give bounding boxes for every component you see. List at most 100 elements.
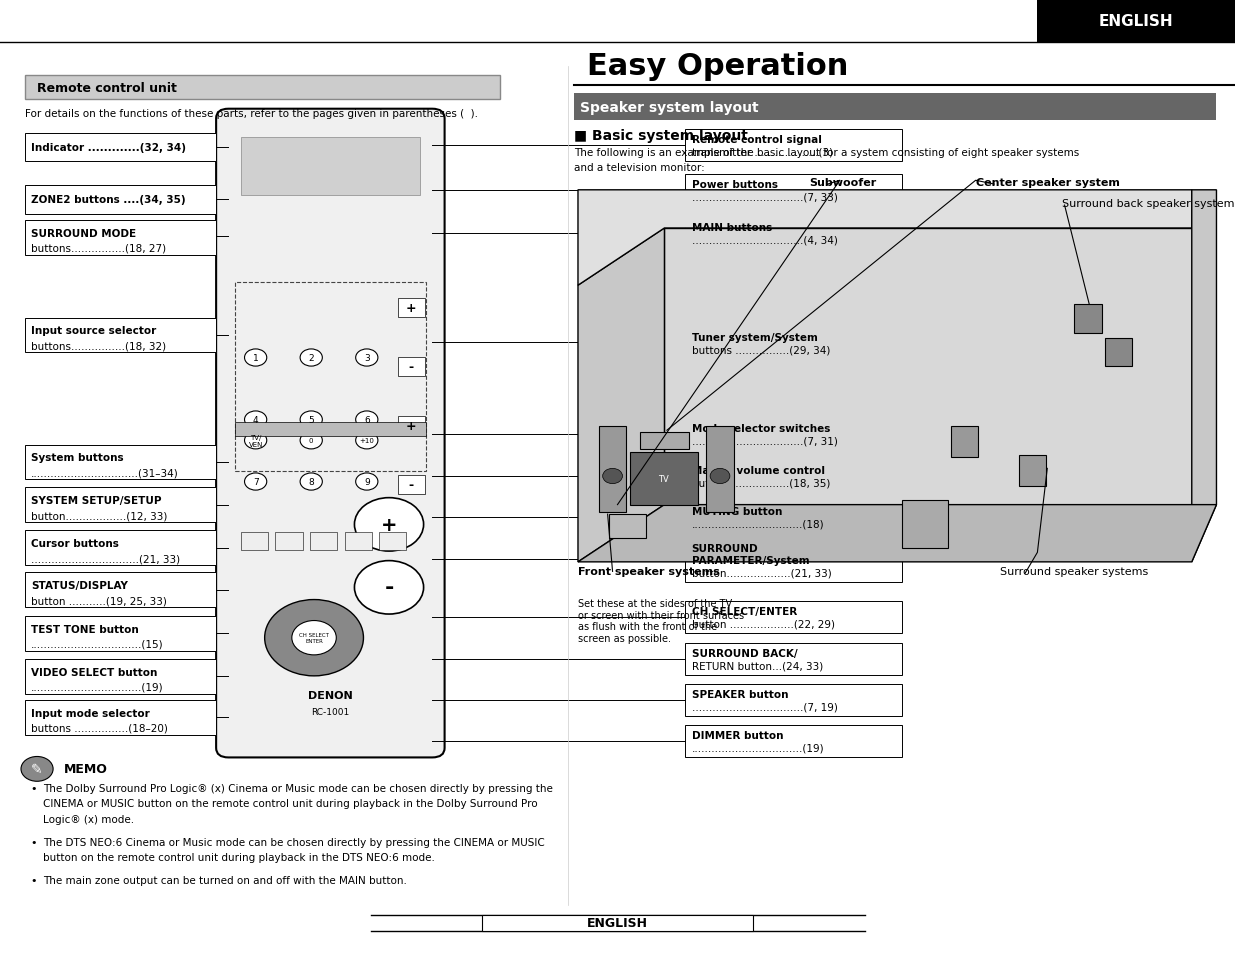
Bar xyxy=(25,76,500,100)
Circle shape xyxy=(356,412,378,429)
Text: -: - xyxy=(384,578,394,598)
Text: SURROUND: SURROUND xyxy=(692,543,758,553)
Text: Surround back speaker systems: Surround back speaker systems xyxy=(1062,199,1235,209)
Text: .................................(4, 34): .................................(4, 34) xyxy=(692,235,837,245)
Text: ENGLISH: ENGLISH xyxy=(1099,14,1173,30)
Text: CINEMA or MUSIC button on the remote control unit during playback in the Dolby S: CINEMA or MUSIC button on the remote con… xyxy=(43,799,538,808)
Circle shape xyxy=(710,469,730,484)
Text: button...................(21, 33): button...................(21, 33) xyxy=(692,568,831,578)
Text: +: + xyxy=(406,419,416,433)
Circle shape xyxy=(300,350,322,367)
Text: 6: 6 xyxy=(364,416,369,425)
FancyBboxPatch shape xyxy=(685,130,902,162)
Circle shape xyxy=(21,757,53,781)
Text: 9: 9 xyxy=(364,477,369,487)
Text: button ...................(22, 29): button ...................(22, 29) xyxy=(692,619,835,629)
Text: SURROUND BACK/: SURROUND BACK/ xyxy=(692,649,798,659)
Text: SPEAKER button: SPEAKER button xyxy=(692,690,788,700)
Text: buttons ................(18, 35): buttons ................(18, 35) xyxy=(692,478,830,488)
FancyBboxPatch shape xyxy=(25,133,216,162)
Text: Subwoofer: Subwoofer xyxy=(809,178,876,188)
Bar xyxy=(574,94,1216,121)
Bar xyxy=(1074,305,1102,334)
Text: 5: 5 xyxy=(309,416,314,425)
Bar xyxy=(398,357,425,376)
FancyBboxPatch shape xyxy=(25,531,216,565)
Polygon shape xyxy=(578,229,664,562)
Bar xyxy=(310,533,337,550)
Text: button on the remote control unit during playback in the DTS NEO:6 mode.: button on the remote control unit during… xyxy=(43,852,435,862)
Circle shape xyxy=(300,433,322,450)
Circle shape xyxy=(245,412,267,429)
FancyBboxPatch shape xyxy=(216,110,445,758)
Text: STATUS/DISPLAY: STATUS/DISPLAY xyxy=(31,580,127,590)
FancyBboxPatch shape xyxy=(685,537,902,582)
Bar xyxy=(599,427,626,513)
Text: Logic® (x) mode.: Logic® (x) mode. xyxy=(43,814,135,823)
Bar xyxy=(275,533,303,550)
Text: SYSTEM SETUP/SETUP: SYSTEM SETUP/SETUP xyxy=(31,496,162,505)
Text: PARAMETER/System: PARAMETER/System xyxy=(692,556,809,565)
FancyBboxPatch shape xyxy=(25,221,216,255)
Bar xyxy=(235,422,426,436)
FancyBboxPatch shape xyxy=(685,460,902,493)
Text: .................................(7, 33): .................................(7, 33) xyxy=(692,193,837,202)
FancyBboxPatch shape xyxy=(685,174,902,207)
Text: button..................(12, 33): button..................(12, 33) xyxy=(31,511,167,520)
FancyBboxPatch shape xyxy=(25,659,216,694)
Text: buttons................(18, 32): buttons................(18, 32) xyxy=(31,341,165,351)
Polygon shape xyxy=(1192,191,1216,562)
Bar xyxy=(241,533,268,550)
Text: buttons ................(29, 34): buttons ................(29, 34) xyxy=(692,345,830,355)
Text: .................................(18): .................................(18) xyxy=(692,519,824,529)
Text: TV: TV xyxy=(658,475,669,484)
Circle shape xyxy=(264,600,363,677)
Bar xyxy=(379,533,406,550)
Bar xyxy=(241,138,420,195)
Text: The following is an example of the basic layout for a system consisting of eight: The following is an example of the basic… xyxy=(574,148,1079,157)
Text: Speaker system layout: Speaker system layout xyxy=(580,101,760,114)
Circle shape xyxy=(356,433,378,450)
Text: .................................(7, 31): .................................(7, 31) xyxy=(692,436,837,446)
Circle shape xyxy=(356,474,378,491)
Circle shape xyxy=(245,350,267,367)
Text: Surround speaker systems: Surround speaker systems xyxy=(1000,567,1149,577)
Text: RETURN button...(24, 33): RETURN button...(24, 33) xyxy=(692,661,823,671)
FancyBboxPatch shape xyxy=(685,725,902,758)
Text: TV/
VEN: TV/ VEN xyxy=(248,435,263,447)
Text: Cursor buttons: Cursor buttons xyxy=(31,538,119,548)
Bar xyxy=(345,533,372,550)
FancyBboxPatch shape xyxy=(25,617,216,651)
Bar xyxy=(1019,456,1046,486)
Text: VIDEO SELECT button: VIDEO SELECT button xyxy=(31,667,157,677)
Text: +: + xyxy=(406,301,416,314)
Text: The DTS NEO:6 Cinema or Music mode can be chosen directly by pressing the CINEMA: The DTS NEO:6 Cinema or Music mode can b… xyxy=(43,837,545,846)
Bar xyxy=(706,427,734,513)
Bar xyxy=(951,427,978,457)
Text: .................................(19): .................................(19) xyxy=(692,743,824,753)
Text: RC-1001: RC-1001 xyxy=(311,707,350,717)
FancyBboxPatch shape xyxy=(685,418,902,451)
FancyBboxPatch shape xyxy=(685,327,902,359)
Bar xyxy=(482,915,753,931)
FancyBboxPatch shape xyxy=(25,488,216,522)
Text: MAIN buttons: MAIN buttons xyxy=(692,223,772,233)
Text: -: - xyxy=(409,478,414,492)
Text: +10: +10 xyxy=(359,437,374,444)
FancyBboxPatch shape xyxy=(685,643,902,676)
Text: MEMO: MEMO xyxy=(64,762,109,776)
Text: Tuner system/System: Tuner system/System xyxy=(692,333,818,342)
Text: ■ Basic system layout: ■ Basic system layout xyxy=(574,130,748,143)
Circle shape xyxy=(245,433,267,450)
Text: SURROUND MODE: SURROUND MODE xyxy=(31,229,136,238)
FancyBboxPatch shape xyxy=(25,700,216,735)
Bar xyxy=(609,515,646,538)
FancyBboxPatch shape xyxy=(25,573,216,607)
Text: Set these at the sides of the TV
or screen with their front surfaces
as flush wi: Set these at the sides of the TV or scre… xyxy=(578,598,745,643)
Text: •: • xyxy=(31,837,37,846)
Text: Mode selector switches: Mode selector switches xyxy=(692,424,830,434)
Text: -: - xyxy=(409,360,414,374)
Text: 8: 8 xyxy=(309,477,314,487)
Text: ................................(21, 33): ................................(21, 33) xyxy=(31,554,180,563)
Text: For details on the functions of these parts, refer to the pages given in parenth: For details on the functions of these pa… xyxy=(25,110,478,119)
